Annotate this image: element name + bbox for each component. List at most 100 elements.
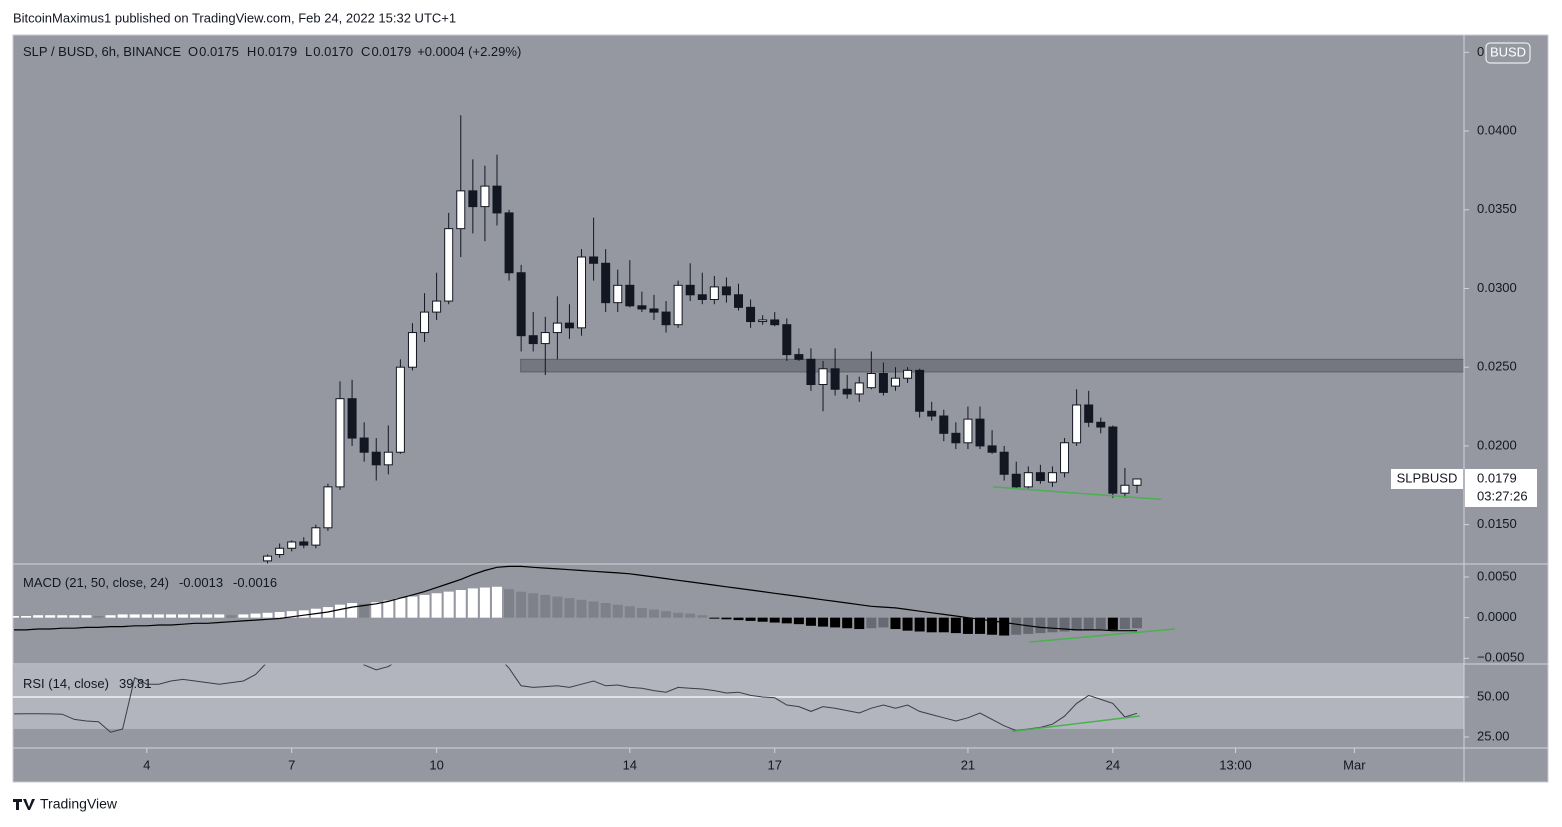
- macd-histogram-value: -0.0013: [179, 575, 223, 590]
- macd-histogram-bar: [950, 617, 961, 634]
- macd-histogram-bar: [335, 604, 346, 618]
- macd-histogram-bar: [479, 587, 490, 618]
- candle-body: [589, 256, 599, 264]
- y-tick-label: 0.0000: [1477, 609, 1517, 624]
- y-tick-label: 0.0200: [1477, 437, 1517, 452]
- currency-box: [1485, 42, 1531, 64]
- candle-body: [564, 322, 574, 329]
- macd-histogram-bar: [250, 613, 261, 618]
- macd-histogram-bar: [866, 617, 877, 629]
- macd-histogram-bar: [914, 617, 925, 632]
- macd-histogram-bar: [733, 617, 744, 621]
- candle-body: [516, 272, 526, 337]
- x-tick-label: 14: [623, 757, 637, 772]
- candle-body: [1060, 442, 1070, 474]
- candle-body: [758, 319, 768, 323]
- macd-histogram-bar: [818, 617, 829, 627]
- candle-body: [335, 398, 345, 488]
- macd-histogram-bar: [57, 615, 68, 618]
- candle-body: [275, 547, 285, 556]
- candle-body: [951, 432, 961, 444]
- candle-body: [540, 332, 550, 345]
- candle-body: [878, 372, 888, 393]
- candle-body: [842, 388, 852, 395]
- ohlc-key: O: [188, 44, 198, 59]
- trendline: [993, 486, 1162, 501]
- brand-logo: TradingView: [13, 796, 118, 812]
- candle-body: [480, 185, 490, 208]
- candle-body: [528, 335, 538, 345]
- macd-histogram-bar: [987, 617, 998, 635]
- macd-histogram-bar: [117, 614, 128, 618]
- y-tick-label: 0.0400: [1477, 122, 1517, 137]
- macd-histogram-bar: [504, 589, 515, 618]
- pane-plot: [13, 664, 1464, 733]
- candle-body: [299, 541, 309, 546]
- x-tick-label: 13:00: [1219, 757, 1252, 772]
- macd-legend: MACD (21, 50, close, 24) -0.0013 -0.0016: [23, 575, 277, 590]
- macd-histogram-bar: [540, 594, 551, 618]
- symbol-box: [1391, 468, 1463, 489]
- trendline: [1029, 628, 1175, 643]
- macd-histogram-bar: [636, 607, 647, 618]
- macd-histogram-bar: [359, 603, 370, 618]
- macd-histogram-bar: [697, 615, 708, 618]
- macd-histogram-bar: [467, 588, 478, 618]
- overlay-layer: SLP / BUSD, 6h, BINANCE O0.0175 H0.0179 L0.…: [23, 42, 1537, 691]
- ohlc-value: 0.0170: [313, 44, 353, 59]
- candle-body: [311, 527, 321, 546]
- candle-body: [987, 445, 997, 453]
- macd-histogram-bar: [1047, 617, 1058, 633]
- x-tick-label: 24: [1106, 757, 1120, 772]
- candle-body: [625, 284, 635, 307]
- y-tick-label: 0.0300: [1477, 280, 1517, 295]
- candle-body: [395, 366, 405, 453]
- macd-histogram-bar: [226, 615, 237, 618]
- macd-histogram-bar: [33, 615, 44, 618]
- candle-body: [746, 306, 756, 323]
- candle-body: [999, 451, 1009, 475]
- x-tick-label: Mar: [1343, 757, 1366, 772]
- candle-body: [697, 294, 707, 301]
- macd-histogram-bar: [805, 617, 816, 626]
- macd-histogram-bar: [347, 603, 358, 618]
- candle-body: [263, 555, 273, 562]
- candle-body: [721, 286, 731, 296]
- macd-histogram-bar: [564, 598, 575, 618]
- price-change: +0.0004 (+2.29%): [417, 44, 521, 59]
- macd-histogram-bar: [661, 611, 672, 618]
- macd-histogram-bar: [141, 614, 152, 618]
- y-tick-label: 25.00: [1477, 728, 1510, 743]
- candle-body: [456, 190, 466, 230]
- main-legend: SLP / BUSD, 6h, BINANCE O0.0175 H0.0179 L0.…: [23, 44, 521, 59]
- macd-histogram-bar: [81, 615, 92, 618]
- candle-body: [1072, 404, 1082, 444]
- candle-body: [601, 262, 611, 304]
- macd-histogram-bar: [854, 617, 865, 630]
- macd-histogram-bar: [443, 591, 454, 618]
- candle-body: [782, 324, 792, 356]
- ohlc-key: H: [247, 44, 256, 59]
- candle-body: [1047, 472, 1057, 483]
- x-tick-label: 17: [767, 757, 781, 772]
- candle-body: [818, 368, 828, 386]
- macd-histogram-bar: [588, 601, 599, 618]
- rsi-title: RSI (14, close): [23, 676, 109, 691]
- rsi-legend: RSI (14, close) 39.81: [23, 676, 152, 691]
- macd-histogram-bar: [1059, 617, 1070, 632]
- candle-body: [492, 185, 502, 214]
- y-tick-label: −0.0050: [1477, 650, 1524, 665]
- countdown-label: 03:27:26: [1477, 488, 1528, 503]
- y-tick-label: 0.0050: [1477, 568, 1517, 583]
- candle-body: [673, 284, 683, 326]
- macd-histogram-bar: [962, 617, 973, 634]
- candle-body: [613, 284, 623, 304]
- candle-body: [444, 228, 454, 302]
- macd-histogram-bar: [793, 617, 804, 625]
- trendline: [1011, 715, 1140, 733]
- candle-body: [1035, 472, 1045, 482]
- macd-histogram-bar: [781, 617, 792, 624]
- candle-body: [794, 354, 804, 360]
- candle-body: [1120, 484, 1130, 494]
- macd-histogram-bar: [842, 617, 853, 629]
